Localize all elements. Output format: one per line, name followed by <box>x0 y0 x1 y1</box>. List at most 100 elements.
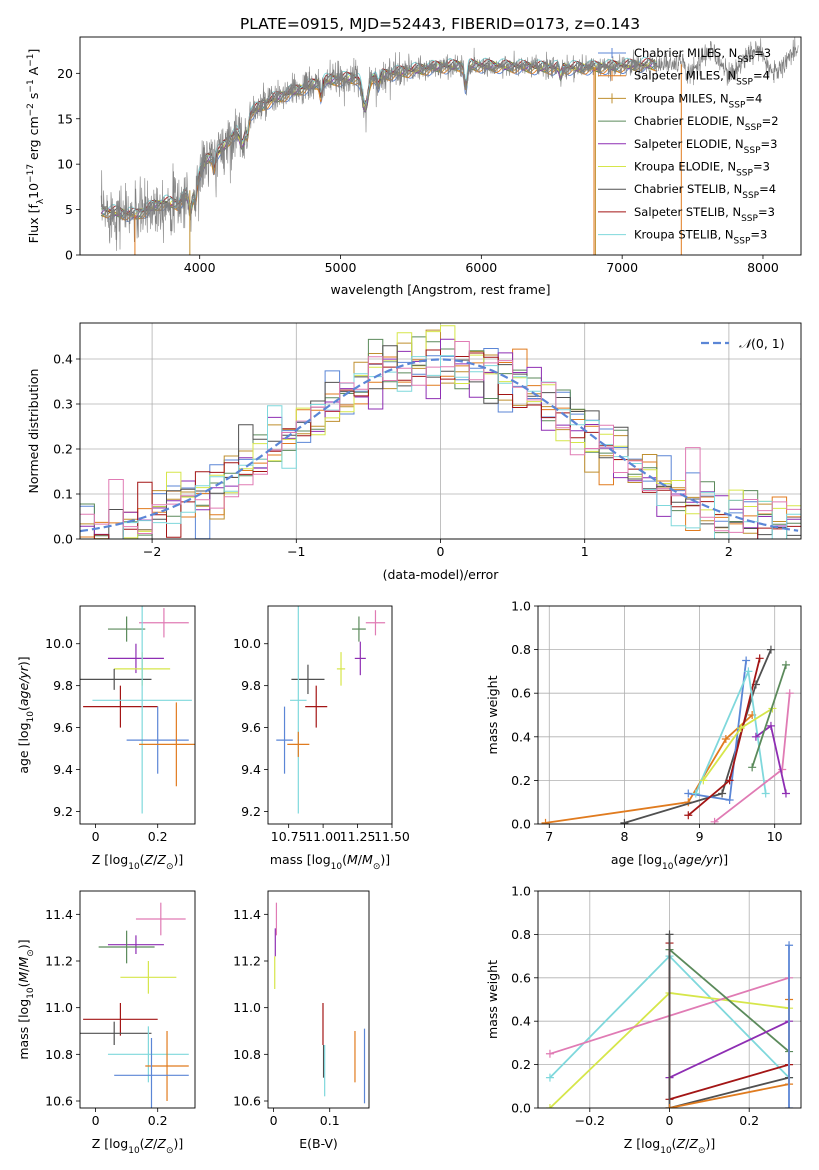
legend-entry: Salpeter ELODIE, NSSP=3 <box>634 137 777 156</box>
x-tick-label: 8000 <box>747 260 779 275</box>
y-axis-label: mass weight <box>485 960 500 1039</box>
x-tick-label: −2 <box>143 544 161 559</box>
y-tick-label: 10.6 <box>45 1094 73 1109</box>
histogram-step <box>80 355 801 539</box>
axes-mass-vs-Z: 0 0.2 10.6 10.8 11.0 11.2 11.4 Z [log10(Z/Z⊙)] m… <box>16 890 196 1156</box>
y-tick-label: 9.4 <box>53 762 73 777</box>
error-point <box>145 1031 189 1101</box>
x-tick-label: 11.50 <box>374 829 410 844</box>
legend-entry: Chabrier MILES, NSSP=3 <box>634 46 771 65</box>
weight-marker <box>766 721 775 730</box>
plot-area-mass-weight-vs-age <box>541 645 794 824</box>
y-tick-label: 10.8 <box>233 1047 261 1062</box>
error-point <box>139 608 189 638</box>
legend-entry: Chabrier ELODIE, NSSP=2 <box>634 114 779 133</box>
y-tick-label: 10.0 <box>45 636 73 651</box>
weight-marker <box>684 789 693 798</box>
y-axis-label: Normed distribution <box>26 369 41 494</box>
legend-entry: 𝒩(0, 1) <box>739 336 785 351</box>
weight-series <box>665 945 794 1056</box>
y-tick-label: 0.8 <box>511 927 531 942</box>
axes-spectrum: 4000 5000 6000 7000 8000 0 5 10 15 20 Chabrier MIL… <box>26 36 802 297</box>
weight-marker <box>725 776 734 785</box>
weight-marker <box>699 776 708 785</box>
y-tick-label: 11.4 <box>45 907 73 922</box>
weight-series <box>691 667 770 798</box>
x-axis-label: Z [log10(Z/Z⊙)] <box>624 1136 716 1156</box>
y-tick-label: 0.0 <box>511 1101 531 1116</box>
x-tick-label: 0 <box>270 1113 278 1128</box>
weight-marker <box>718 789 727 798</box>
y-axis-label: age [log10(age/yr)] <box>16 656 36 773</box>
y-tick-label: 10.8 <box>45 1047 73 1062</box>
weight-marker <box>778 765 787 774</box>
error-point <box>107 935 164 954</box>
y-tick-label: 9.6 <box>53 720 73 735</box>
weight-marker <box>785 689 794 698</box>
y-tick-label: 1.0 <box>511 884 531 899</box>
error-point <box>365 610 386 636</box>
weight-series <box>785 941 794 1108</box>
axes-frame <box>79 605 196 825</box>
y-axis-label: mass weight <box>485 675 500 754</box>
x-tick-label: 9 <box>696 829 704 844</box>
axes-frame <box>267 890 370 1109</box>
weight-line <box>668 948 790 1053</box>
x-tick-label: 10.75 <box>271 829 307 844</box>
axes-frame <box>79 890 196 1109</box>
y-tick-label: 0.1 <box>53 487 73 502</box>
y-tick-label: 0.0 <box>53 532 73 547</box>
normal-curve <box>80 358 799 533</box>
legend-entry: Kroupa STELIB, NSSP=3 <box>634 228 767 247</box>
weight-line <box>751 664 787 768</box>
x-axis-label: Z [log10(Z/Z⊙)] <box>92 852 184 872</box>
x-tick-label: 11.25 <box>340 829 376 844</box>
y-tick-label: 9.2 <box>241 804 261 819</box>
y-axis-label: mass [log10(M/M⊙)] <box>16 939 36 1059</box>
legend: Chabrier MILES, NSSP=3 Salpeter MILES, NS… <box>598 46 779 247</box>
error-point <box>336 652 346 686</box>
plot-area-mass-weight-vs-Z <box>545 930 794 1108</box>
y-tick-label: 0.8 <box>511 642 531 657</box>
plot-area-age-vs-mass <box>276 606 386 814</box>
data-spectrum <box>100 37 799 251</box>
y-tick-label: 0.2 <box>53 442 73 457</box>
x-tick-label: 0 <box>437 544 445 559</box>
x-tick-label: 6000 <box>465 260 497 275</box>
legend-entry: Chabrier STELIB, NSSP=4 <box>634 182 776 201</box>
legend-entry: Kroupa ELODIE, NSSP=3 <box>634 160 770 179</box>
x-axis-label: E(B-V) <box>299 1136 338 1151</box>
y-tick-label: 0.0 <box>511 817 531 832</box>
legend-entry: Kroupa MILES, NSSP=4 <box>634 91 762 110</box>
y-tick-label: 0.3 <box>53 397 73 412</box>
weight-marker <box>541 818 550 824</box>
y-tick-label: 9.6 <box>241 720 261 735</box>
figure-title: PLATE=0915, MJD=52443, FIBERID=0173, z=0… <box>240 15 640 33</box>
error-point <box>290 606 307 814</box>
weight-marker <box>665 930 674 939</box>
x-tick-label: 4000 <box>184 260 216 275</box>
weight-marker <box>785 1104 794 1108</box>
x-tick-label: 11.00 <box>305 829 341 844</box>
plot-area-residuals <box>80 325 801 539</box>
x-tick-label: −1 <box>287 544 305 559</box>
weight-marker <box>766 645 775 654</box>
y-tick-label: 9.2 <box>53 804 73 819</box>
x-tick-label: 5000 <box>325 260 357 275</box>
error-point <box>114 1038 189 1108</box>
y-tick-label: 11.2 <box>233 954 261 969</box>
x-axis-label: wavelength [Angstrom, rest frame] <box>330 282 550 297</box>
y-tick-label: 0.2 <box>511 773 531 788</box>
weight-marker <box>545 1073 554 1082</box>
error-point <box>120 961 177 994</box>
histogram-step <box>80 345 801 539</box>
axes-mass-vs-EBV: 0 0.1 10.6 10.8 11.0 11.2 11.4 E(B-V) <box>233 890 370 1151</box>
y-tick-label: 0.2 <box>511 1057 531 1072</box>
weight-marker <box>736 724 745 733</box>
weight-marker <box>710 817 719 824</box>
plot-area-age-vs-Z <box>80 606 195 814</box>
x-tick-label: 0 <box>92 1113 100 1128</box>
axes-frame <box>537 890 802 1109</box>
x-axis-label: age [log10(age/yr)] <box>611 852 728 872</box>
